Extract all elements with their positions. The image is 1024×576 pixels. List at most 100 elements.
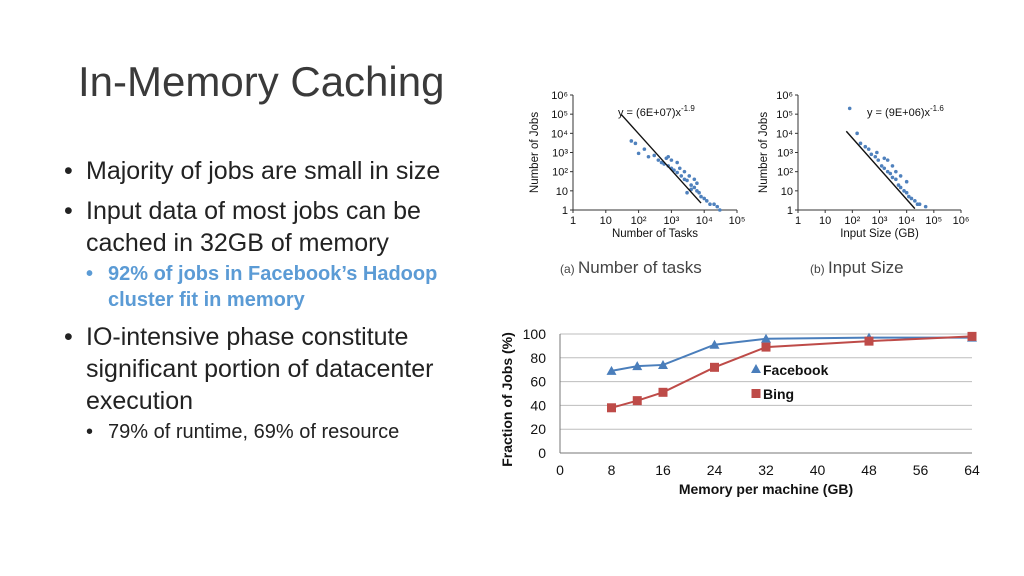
x-tick-label: 1 <box>795 215 801 227</box>
sub-bullet-item-highlight: 92% of jobs in Facebook’s Hadoop cluster… <box>86 261 502 313</box>
legend-marker-bing <box>751 389 761 398</box>
sub-bullet-list: 79% of runtime, 69% of resource <box>86 419 502 445</box>
data-point <box>890 175 895 180</box>
y-tick-label: 60 <box>530 374 546 390</box>
x-tick-label: 0 <box>556 462 564 478</box>
x-tick-label: 1 <box>570 215 576 227</box>
memory-line-chart: 0 20 40 60 80 100 0 8 16 24 32 40 48 56 64 Memory per m… <box>499 326 980 497</box>
data-point <box>718 208 722 212</box>
data-point <box>689 183 693 187</box>
x-tick-label: 56 <box>913 462 929 478</box>
data-point <box>704 199 709 203</box>
data-point-bing <box>761 342 771 352</box>
data-point <box>869 152 874 157</box>
x-tick-label: 10⁶ <box>953 215 970 227</box>
data-point <box>898 185 903 190</box>
data-point <box>902 189 906 193</box>
x-tick-label: 16 <box>655 462 671 478</box>
data-point <box>675 170 679 175</box>
input-size-scatter-chart: 1 10 10² 10³ 10⁴ 10⁵ 10⁶ 1 10 10² 10³ 10⁴ 10⁵ 10⁶ y = … <box>758 90 970 277</box>
data-point-bing <box>632 396 642 406</box>
y-tick-label: 80 <box>530 350 546 366</box>
data-point-facebook <box>632 361 643 371</box>
data-point <box>715 204 720 209</box>
data-point <box>652 153 657 158</box>
data-point <box>896 183 901 187</box>
bullet-text: Majority of jobs are small in size <box>86 157 441 185</box>
caption-prefix: (a) <box>560 262 578 276</box>
data-point <box>890 164 895 168</box>
data-point-bing <box>967 331 977 341</box>
data-point <box>687 174 692 178</box>
data-point <box>659 160 664 165</box>
data-point <box>685 190 689 195</box>
data-point <box>882 166 887 171</box>
y-tick-label: 10³ <box>552 148 568 160</box>
y-tick-label: 40 <box>530 397 546 413</box>
fit-line <box>845 130 916 210</box>
x-axis-label: Memory per machine (GB) <box>679 481 853 497</box>
x-tick-label: 10⁵ <box>729 215 746 227</box>
data-point <box>702 196 706 201</box>
x-tick-label: 10⁴ <box>898 215 915 227</box>
bullet-text: IO-intensive phase constitute significan… <box>86 323 434 415</box>
y-tick-label: 10 <box>556 186 568 198</box>
data-point <box>876 158 881 162</box>
data-point <box>909 196 914 201</box>
data-point <box>699 194 703 199</box>
bullet-item: IO-intensive phase constitute significan… <box>62 321 502 445</box>
chart-caption: (b) Input Size <box>810 258 904 277</box>
data-point <box>633 141 638 146</box>
data-point <box>675 160 679 165</box>
x-tick-label: 10² <box>631 215 647 227</box>
bullet-item: Input data of most jobs can be cached in… <box>62 195 502 313</box>
fit-equation: y = (6E+07)x-1.9 <box>618 104 695 119</box>
data-point-bing <box>607 403 616 413</box>
data-point <box>656 158 661 162</box>
legend-label-facebook: Facebook <box>763 362 829 378</box>
x-tick-label: 24 <box>707 462 723 478</box>
data-point <box>904 179 909 184</box>
data-point-bing <box>658 387 668 397</box>
x-tick-label: 10 <box>819 215 831 227</box>
data-point <box>855 131 859 136</box>
data-point <box>664 156 669 161</box>
data-point <box>629 139 634 143</box>
data-point-facebook <box>606 365 617 375</box>
data-point <box>692 177 697 182</box>
caption-prefix: (b) <box>810 262 828 276</box>
x-tick-label: 10³ <box>663 215 679 227</box>
data-point <box>677 166 682 171</box>
sub-bullet-list: 92% of jobs in Facebook’s Hadoop cluster… <box>86 261 502 313</box>
y-tick-label: 10⁵ <box>551 109 568 121</box>
legend-label-bing: Bing <box>763 386 794 402</box>
x-tick-label: 8 <box>608 462 616 478</box>
x-tick-label: 10³ <box>872 215 888 227</box>
tasks-scatter-chart: 1 10 10² 10³ 10⁴ 10⁵ 1 10 10² 10³ 10⁴ 10⁵ 10⁶ y = (6E… <box>529 90 746 277</box>
data-point <box>669 158 674 162</box>
data-point-facebook <box>658 359 668 369</box>
data-point <box>879 164 884 168</box>
data-point <box>679 174 684 178</box>
data-point <box>917 202 922 207</box>
data-point <box>692 185 697 190</box>
fit-exponent: -1.6 <box>930 104 944 113</box>
data-point <box>847 106 852 111</box>
y-tick-label: 100 <box>523 326 547 342</box>
data-point <box>913 199 917 203</box>
data-point <box>863 144 868 149</box>
x-tick-label: 10⁵ <box>925 215 942 227</box>
data-point <box>708 202 712 207</box>
data-point <box>882 156 887 161</box>
data-point <box>685 178 689 183</box>
data-point <box>636 151 641 156</box>
y-tick-label: 10³ <box>777 148 793 160</box>
data-point <box>885 169 890 174</box>
fit-equation: y = (9E+06)x-1.6 <box>867 104 944 119</box>
data-point <box>904 190 909 195</box>
y-tick-label: 1 <box>787 205 793 217</box>
data-point <box>646 154 651 159</box>
data-point <box>894 177 898 182</box>
data-point-facebook <box>761 333 771 343</box>
fit-exponent: -1.9 <box>681 104 695 113</box>
